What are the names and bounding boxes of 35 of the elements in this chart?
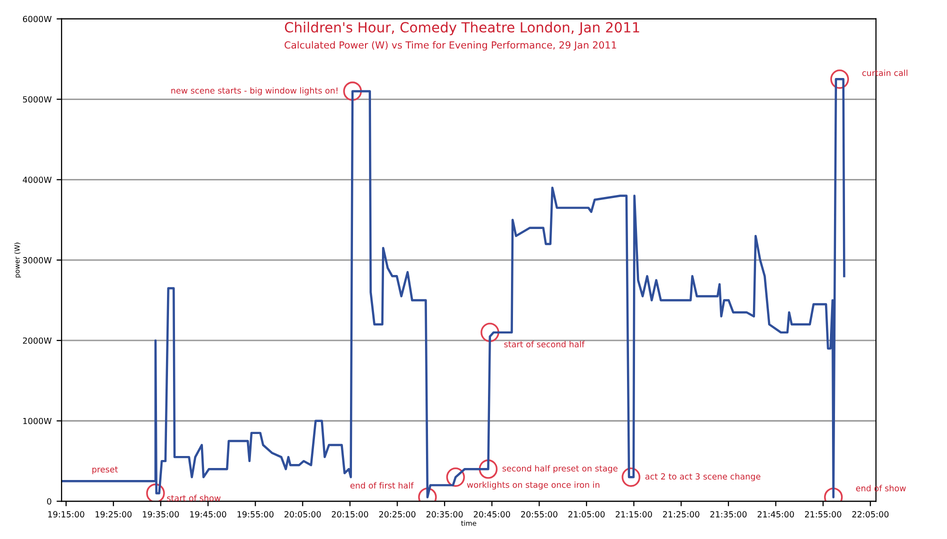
x-tick-label: 20:05:00 <box>284 511 321 518</box>
text: Calculated Power (W) vs Time for Evening Performance, 29 Jan 2011 <box>284 41 616 51</box>
x-tick-label: 20:55:00 <box>521 511 558 518</box>
y-tick-label: 5000W <box>23 96 52 103</box>
annotation: second half preset on stage <box>502 465 618 474</box>
x-tick-label: 21:55:00 <box>804 511 842 518</box>
y-tick-label: 6000W <box>22 16 52 22</box>
x-tick-label: 19:35:00 <box>142 511 179 518</box>
annotation: end of first half <box>350 482 414 489</box>
x-tick-label: 21:15:00 <box>616 511 652 518</box>
x-tick-label: 20:25:00 <box>379 511 416 518</box>
annotation: start of second half <box>504 340 585 348</box>
x-tick-label: 21:05:00 <box>568 511 605 518</box>
x-tick-label: 20:15:00 <box>332 511 368 518</box>
y-tick-label: 0 <box>47 498 52 505</box>
x-tick-label: 19:25:00 <box>96 511 132 518</box>
annotation: start of show <box>167 494 221 502</box>
y-tick-label: 4000W <box>22 176 52 183</box>
annotation: worklights on stage once iron in <box>467 481 600 490</box>
y-tick-label: 1000W <box>23 418 52 424</box>
x-tick-label: 21:45:00 <box>758 511 794 518</box>
annotation: act 2 to act 3 scene change <box>645 473 760 482</box>
x-tick-label: 22:05:00 <box>852 511 889 518</box>
x-tick-label: 20:35:00 <box>426 511 463 518</box>
annotation: new scene starts - big window lights on! <box>171 87 338 96</box>
y-tick-label: 2000W <box>22 337 52 344</box>
x-tick-label: 21:25:00 <box>663 511 700 518</box>
chart-title: Children's Hour, Comedy Theatre London, Jan 2011 <box>284 22 640 36</box>
x-tick-label: 19:45:00 <box>190 511 226 518</box>
x-tick-label: 19:15:00 <box>48 511 84 518</box>
x-tick-label: 20:45:00 <box>474 511 510 518</box>
annotation: preset <box>92 466 118 474</box>
x-tick-label: 19:55:00 <box>238 511 274 518</box>
x-tick-label: 21:35:00 <box>710 511 747 518</box>
y-tick-label: 3000W <box>23 257 52 264</box>
